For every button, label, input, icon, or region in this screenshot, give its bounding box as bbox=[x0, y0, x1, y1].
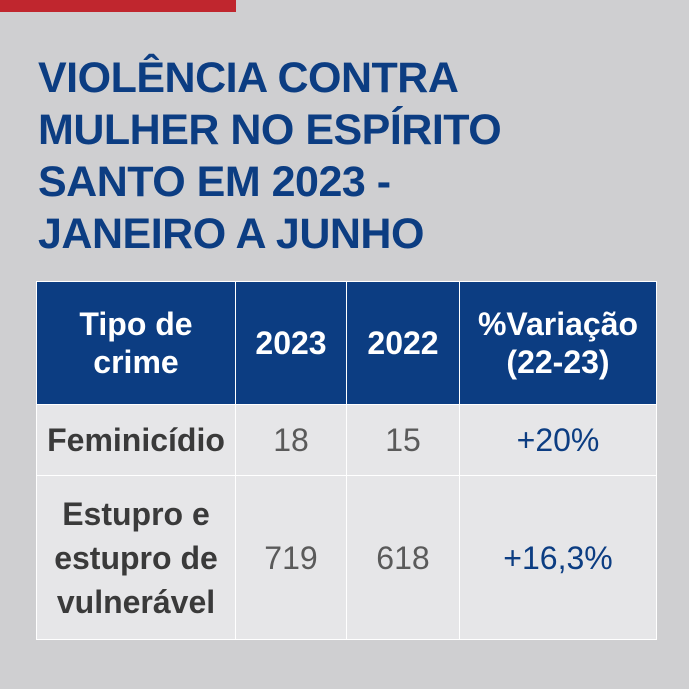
accent-bar bbox=[0, 0, 236, 12]
value-2023-cell: 719 bbox=[235, 475, 347, 640]
header-variation-line: %Variação bbox=[477, 306, 639, 342]
header-2023: 2023 bbox=[235, 281, 347, 405]
header-crime-type: Tipo de crime bbox=[36, 281, 236, 405]
page-title: VIOLÊNCIA CONTRA MULHER NO ESPÍRITO SANT… bbox=[38, 52, 658, 260]
table-row: Estupro e estupro de vulnerável 719 618 … bbox=[36, 475, 657, 640]
table-header-row: Tipo de crime 2023 2022 %Variação (22-23… bbox=[36, 281, 657, 405]
crime-type-line: Estupro e bbox=[62, 495, 210, 532]
variation-cell: +16,3% bbox=[459, 475, 657, 640]
value-2022-cell: 15 bbox=[346, 404, 460, 476]
value-2022-cell: 618 bbox=[346, 475, 460, 640]
title-line: MULHER NO ESPÍRITO bbox=[38, 106, 502, 154]
crime-type-cell: Feminicídio bbox=[36, 404, 236, 476]
value-2023-cell: 18 bbox=[235, 404, 347, 476]
header-crime-type-line: crime bbox=[93, 344, 179, 380]
header-variation-line: (22-23) bbox=[506, 344, 610, 380]
title-line: JANEIRO A JUNHO bbox=[38, 210, 424, 258]
crime-type-line: estupro de bbox=[54, 539, 218, 576]
header-crime-type-line: Tipo de bbox=[79, 306, 193, 342]
title-line: SANTO EM 2023 - bbox=[38, 158, 391, 206]
crime-type-line: Feminicídio bbox=[47, 422, 225, 458]
header-variation: %Variação (22-23) bbox=[459, 281, 657, 405]
crime-type-cell: Estupro e estupro de vulnerável bbox=[36, 475, 236, 640]
table-row: Feminicídio 18 15 +20% bbox=[36, 404, 657, 476]
header-2022: 2022 bbox=[346, 281, 460, 405]
title-line: VIOLÊNCIA CONTRA bbox=[38, 54, 459, 102]
crime-statistics-table: Tipo de crime 2023 2022 %Variação (22-23… bbox=[36, 281, 657, 640]
crime-type-line: vulnerável bbox=[56, 583, 216, 620]
variation-cell: +20% bbox=[459, 404, 657, 476]
